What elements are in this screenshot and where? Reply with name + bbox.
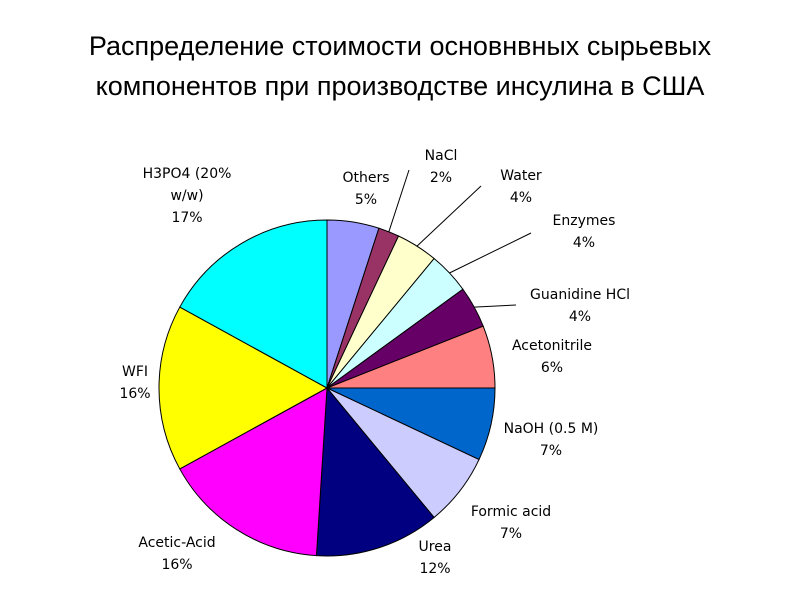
slice-label-11: H3PO4 (20% w/w) 17% [143,166,232,226]
slice-name-6: NaOH (0.5 M) [504,421,599,437]
chart-title-line-1: Распределение стоимости основнвных сырье… [88,31,712,61]
leader-line-3 [449,232,532,274]
slice-name-8: Urea [419,539,452,555]
slice-name-10: WFI [122,364,148,380]
slice-percent-7: 7% [500,526,522,542]
slice-label-3: Enzymes 4% [553,213,616,251]
chart-title: Распределение стоимости основнвных сырье… [0,26,800,106]
slice-label-6: NaOH (0.5 M) 7% [504,421,599,459]
pie-slice-10 [158,306,329,470]
slice-percent-3: 4% [573,235,595,251]
slice-name-3: Enzymes [553,213,616,229]
slice-label-2: Water 4% [500,168,542,206]
slice-percent-8: 12% [419,561,450,577]
slice-percent-4: 4% [569,309,591,325]
slice-percent-5: 6% [541,360,563,376]
slice-percent-6: 7% [540,443,562,459]
slice-name-1: NaCl [425,148,458,164]
slice-percent-1: 2% [430,170,452,186]
slice-label-0: Others 5% [342,170,389,208]
slice-name-5: Acetonitrile [512,338,592,354]
pie-slice-8 [315,386,435,557]
slice-name-11: H3PO4 (20% [143,166,232,182]
slice-label-10: WFI 16% [119,364,150,402]
leader-line-4 [474,304,517,308]
slice-label-4: Guanidine HCl 4% [530,287,630,325]
slice-name-11: w/w) [170,188,203,204]
slice-percent-9: 16% [161,557,192,573]
slice-name-7: Formic acid [471,504,551,520]
slice-label-7: Formic acid 7% [471,504,551,542]
slice-percent-0: 5% [355,192,377,208]
pie-slice-9 [179,387,328,557]
slice-label-5: Acetonitrile 6% [512,338,592,376]
slice-percent-11: 17% [171,210,202,226]
slice-label-8: Urea 12% [419,539,452,577]
slice-name-4: Guanidine HCl [530,287,630,303]
slice-label-1: NaCl 2% [425,148,458,186]
pie-slice-11 [179,219,328,389]
leader-line-2 [416,185,482,247]
slice-name-2: Water [500,168,542,184]
slice-name-9: Acetic-Acid [138,535,215,551]
leader-line-1 [388,169,410,232]
chart-title-line-2: компонентов при производстве инсулина в … [95,71,705,101]
slice-name-0: Others [342,170,389,186]
slice-label-9: Acetic-Acid 16% [138,535,215,573]
slice-percent-10: 16% [119,386,150,402]
slice-percent-2: 4% [510,190,532,206]
